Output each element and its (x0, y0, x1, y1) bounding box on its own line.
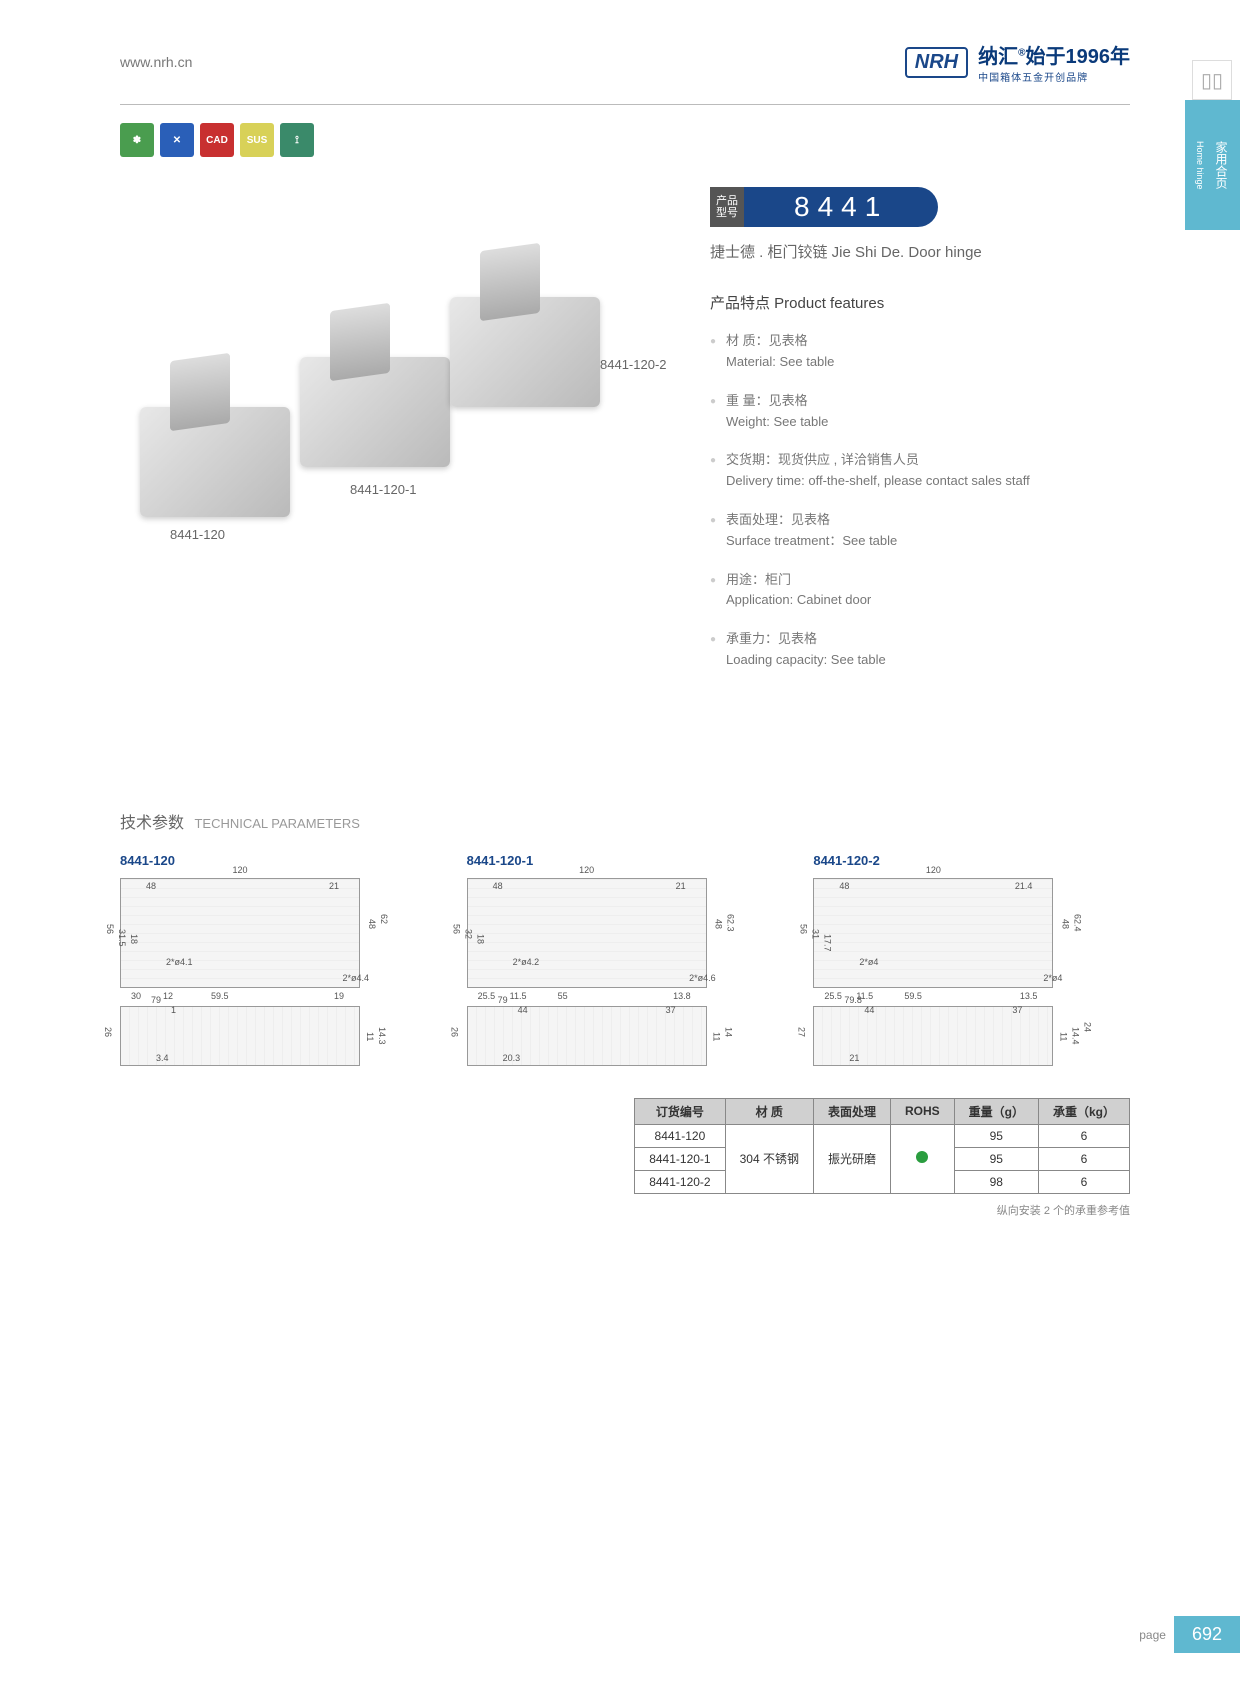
features-list: 材 质：见表格Material: See table 重 量：见表格Weight:… (710, 331, 1130, 671)
table-header: 订货编号 (635, 1098, 725, 1124)
category-icon: ⟟ (280, 123, 314, 157)
category-icon: ✽ (120, 123, 154, 157)
diagrams-row: 8441-12012048215631.5182*ø4.12*ø4.430125… (120, 853, 1130, 1078)
product-image-area: 8441-120 8441-120-1 8441-120-2 (120, 187, 670, 567)
tech-title-cn: 技术参数 (120, 815, 184, 832)
table-note: 纵向安装 2 个的承重参考值 (634, 1202, 1130, 1218)
page-header: www.nrh.cn NRH 纳汇®始于1996年 中国箱体五金开创品牌 (0, 0, 1240, 104)
brand-cn: 纳汇 (978, 46, 1018, 68)
brand-block: NRH 纳汇®始于1996年 中国箱体五金开创品牌 (905, 40, 1130, 84)
site-url: www.nrh.cn (120, 54, 192, 70)
brand-sub: 中国箱体五金开创品牌 (978, 69, 1130, 84)
features-title: 产品特点 Product features (710, 292, 1130, 313)
feature-item: 材 质：见表格Material: See table (710, 331, 1130, 373)
product-name: 捷士德 . 柜门铰链 Jie Shi De. Door hinge (710, 241, 1130, 262)
divider (120, 104, 1130, 105)
page-label: page (1139, 1628, 1166, 1642)
table-header: 承重（kg） (1038, 1098, 1129, 1124)
product-label: 产品 型号 (710, 187, 744, 227)
product-info: 产品 型号 8441 捷士德 . 柜门铰链 Jie Shi De. Door h… (710, 187, 1130, 689)
brand-since: 始于1996年 (1026, 46, 1131, 68)
product-number: 8441 (744, 187, 938, 227)
sidetab-en: Home hinge (1195, 141, 1205, 190)
hinge-icon: ▯▯ (1192, 60, 1232, 100)
sidetab-cn: 家用合页 (1213, 141, 1230, 189)
tech-diagram: 8441-120-21204821.4563117.72*ø42*ø425.51… (813, 853, 1130, 1078)
feature-item: 交货期：现货供应 , 详洽销售人员Delivery time: off-the-… (710, 450, 1130, 492)
page-number: 692 (1174, 1616, 1240, 1653)
hinge-img-1 (140, 407, 290, 517)
spec-table: 订货编号材 质表面处理ROHS重量（g）承重（kg） 8441-120304 不… (634, 1098, 1130, 1194)
table-row: 8441-120304 不锈钢振光研磨956 (635, 1124, 1130, 1147)
table-header: 材 质 (725, 1098, 813, 1124)
img-label-1: 8441-120 (170, 527, 225, 542)
category-icon: SUS (240, 123, 274, 157)
table-header: 重量（g） (954, 1098, 1038, 1124)
hinge-img-3 (450, 297, 600, 407)
side-tab: 家用合页 Home hinge (1185, 100, 1240, 230)
feature-item: 承重力：见表格Loading capacity: See table (710, 629, 1130, 671)
tech-diagram: 8441-12012048215631.5182*ø4.12*ø4.430125… (120, 853, 437, 1078)
tech-diagram: 8441-120-112048215632182*ø4.22*ø4.625.51… (467, 853, 784, 1078)
category-icon: ✕ (160, 123, 194, 157)
table-header: 表面处理 (813, 1098, 890, 1124)
feature-item: 重 量：见表格Weight: See table (710, 391, 1130, 433)
category-icons: ✽✕CADSUS⟟ (120, 123, 1240, 157)
tech-title: 技术参数 TECHNICAL PARAMETERS (120, 809, 1130, 833)
img-label-3: 8441-120-2 (600, 357, 667, 372)
hinge-img-2 (300, 357, 450, 467)
logo-text: NRH (905, 47, 968, 78)
img-label-2: 8441-120-1 (350, 482, 417, 497)
feature-item: 表面处理：见表格Surface treatment：See table (710, 510, 1130, 552)
page-footer: page 692 (1139, 1616, 1240, 1653)
feature-item: 用途：柜门Application: Cabinet door (710, 570, 1130, 612)
tech-title-en: TECHNICAL PARAMETERS (194, 816, 359, 831)
table-header: ROHS (890, 1098, 954, 1124)
category-icon: CAD (200, 123, 234, 157)
